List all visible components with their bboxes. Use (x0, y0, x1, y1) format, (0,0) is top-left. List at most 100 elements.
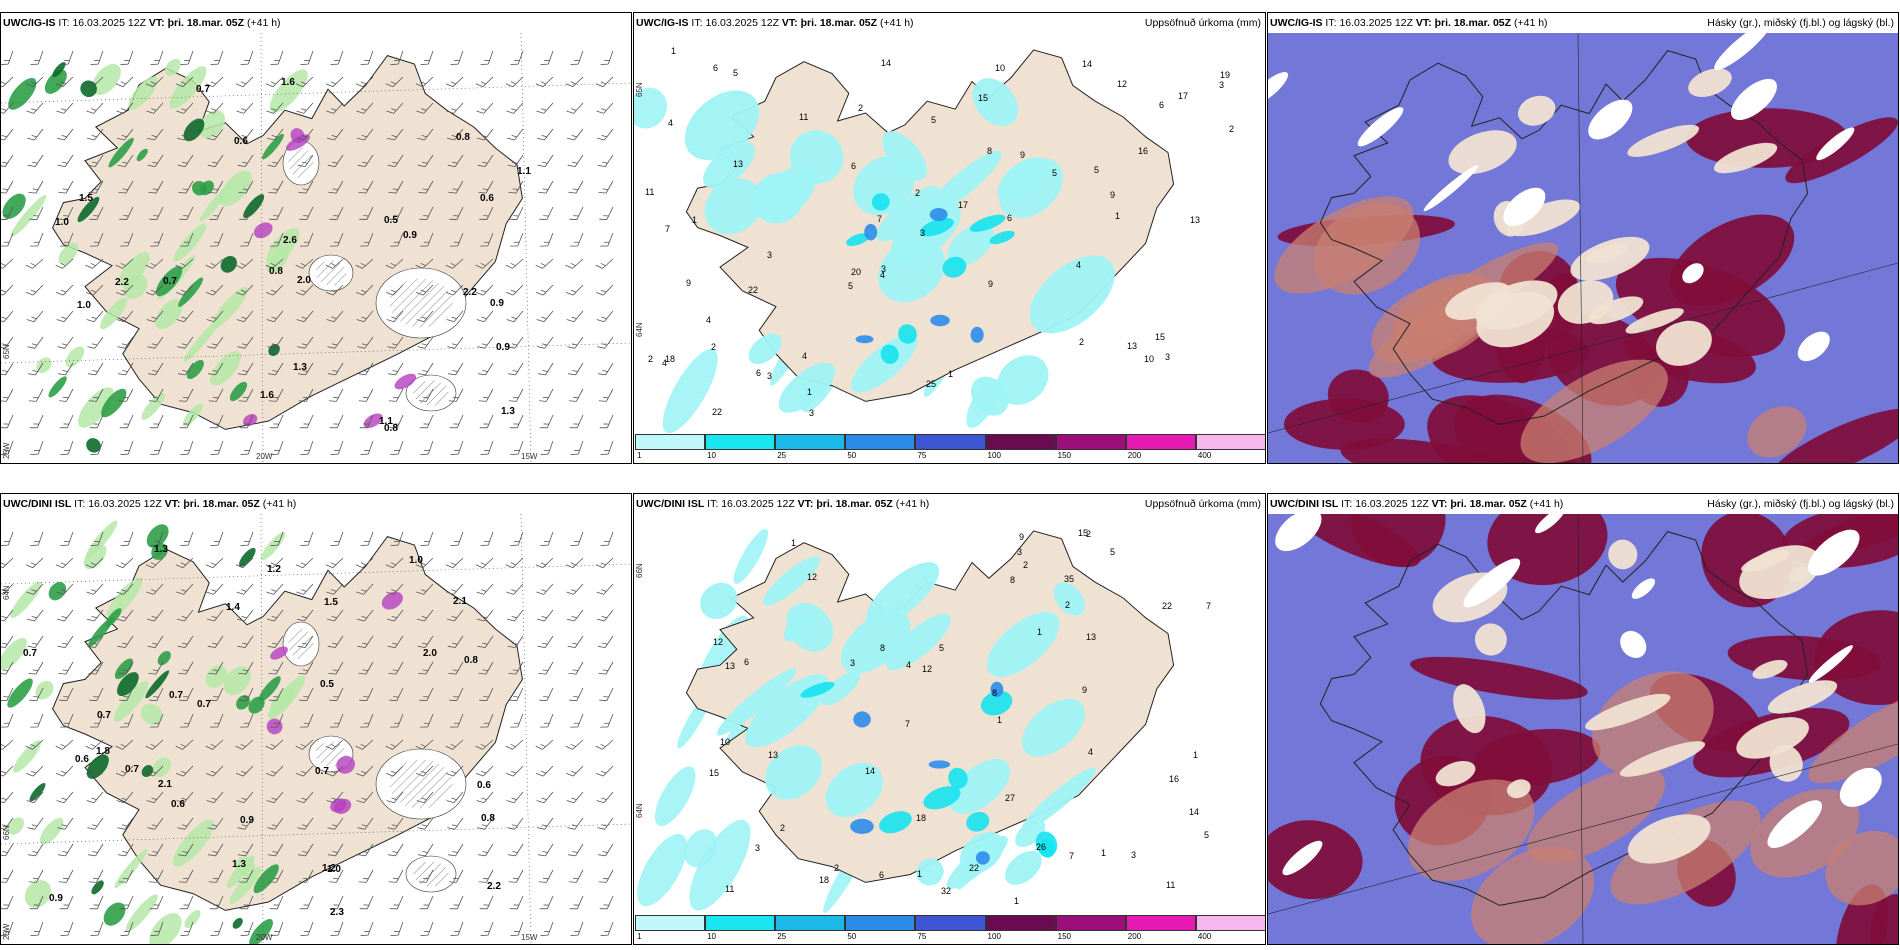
precip-heavy (249, 918, 273, 944)
wind-barb (506, 609, 524, 622)
lat-label: 64N (2, 585, 11, 600)
wind-barb (117, 336, 134, 349)
precip-value-label: 0.7 (196, 84, 210, 95)
wind-barb (536, 102, 554, 114)
wind-barb (355, 258, 374, 269)
precip-value-label: 2.6 (283, 235, 297, 246)
wind-barb (26, 128, 44, 141)
lat-label: 66N (2, 825, 11, 840)
accum-value-label: 3 (1219, 80, 1224, 90)
accum-value-label: 25 (926, 379, 936, 389)
wind-barb (1, 531, 14, 546)
precip-area (926, 150, 1002, 216)
wind-barb (600, 232, 614, 247)
wind-barb (536, 765, 554, 777)
wind-barb (26, 583, 44, 595)
precip-area (825, 762, 883, 818)
wind-barb (116, 765, 134, 777)
wind-barb (25, 739, 44, 750)
wind-barb (475, 739, 494, 750)
panel-title: Hásky (gr.), miðský (fj.bl.) og lágský (… (1707, 17, 1894, 29)
wind-barb (509, 414, 524, 429)
wind-barb (538, 180, 554, 194)
wind-barb (87, 154, 104, 167)
precip-light (36, 357, 52, 374)
wind-barb (417, 843, 434, 857)
accum-precip-map: 65N64N1510221457911324412957631362225517… (634, 46, 1234, 434)
wind-barb (387, 154, 404, 167)
wind-barb (179, 895, 194, 910)
wind-barb (385, 76, 404, 88)
wind-barb (149, 414, 164, 429)
wind-barb (26, 102, 44, 114)
wind-barb (88, 388, 104, 402)
wind-barb (357, 843, 374, 857)
wind-barb (58, 661, 74, 675)
wind-barb (569, 895, 584, 910)
wind-barb (416, 583, 434, 595)
wind-barb (415, 76, 434, 88)
precip-light (119, 252, 150, 287)
high-cloud (1283, 398, 1405, 450)
it-value: 16.03.2025 12Z (88, 498, 162, 510)
clear-land (1557, 280, 1614, 324)
wind-barb (146, 102, 164, 114)
wind-barb (480, 50, 494, 65)
wind-barb (30, 232, 44, 247)
wind-barb (356, 102, 374, 114)
precip-light (226, 855, 255, 889)
wind-barb (145, 258, 164, 269)
wind-barb (150, 713, 164, 728)
accum-value-label: 3 (809, 408, 814, 418)
wind-barb (118, 388, 134, 402)
wind-barb (475, 557, 494, 569)
wind-barb (597, 154, 614, 167)
precip-area (700, 582, 738, 620)
clear-sky (1620, 630, 1647, 659)
wind-barb (297, 362, 314, 376)
wind-barb (566, 284, 584, 296)
wind-barb (148, 661, 164, 675)
precip-area (851, 334, 918, 393)
precip-area (866, 562, 940, 627)
accum-value-label: 4 (1076, 260, 1081, 270)
accum-value-label: 13 (725, 661, 735, 671)
wind-barb (30, 713, 44, 728)
wind-barb (146, 310, 164, 323)
wind-barb (270, 440, 284, 455)
clear-land (1788, 566, 1810, 582)
accum-value-label: 7 (877, 214, 882, 224)
wind-barb (90, 50, 104, 65)
wind-barb (506, 284, 524, 296)
wind-barb (270, 232, 284, 247)
precip-area (972, 78, 1018, 127)
wind-barb (146, 765, 164, 777)
accum-value-label: 3 (1165, 352, 1170, 362)
wind-barb (29, 206, 44, 220)
wind-barb (236, 284, 254, 296)
precip-area (986, 612, 1060, 677)
lon-label: 25W (2, 923, 11, 940)
wind-barb (535, 258, 554, 269)
wind-barb (265, 258, 284, 269)
wind-barb (355, 739, 374, 750)
precip-heavy (268, 343, 280, 356)
wind-barb (176, 128, 194, 141)
colorbar-tick: 100 (987, 932, 1001, 941)
colorbar: 1 10 25 50 75 100 150 200 400 (635, 915, 1265, 943)
precip-heavy (91, 880, 104, 895)
wind-barb (86, 583, 104, 595)
accum-value-label: 15 (709, 768, 719, 778)
wind-barb (1, 583, 14, 595)
wind-barb (295, 557, 314, 569)
wind-barb (150, 232, 164, 247)
precip-light (183, 318, 221, 363)
wind-barb (477, 154, 494, 167)
wind-barb (208, 180, 224, 194)
high-cloud (1686, 108, 1849, 168)
wind-barb (450, 921, 464, 936)
precip-heavy (155, 266, 183, 297)
model-name: UWC/IG-IS (1270, 17, 1323, 29)
wind-barb (417, 154, 434, 167)
wind-barb (390, 531, 404, 546)
